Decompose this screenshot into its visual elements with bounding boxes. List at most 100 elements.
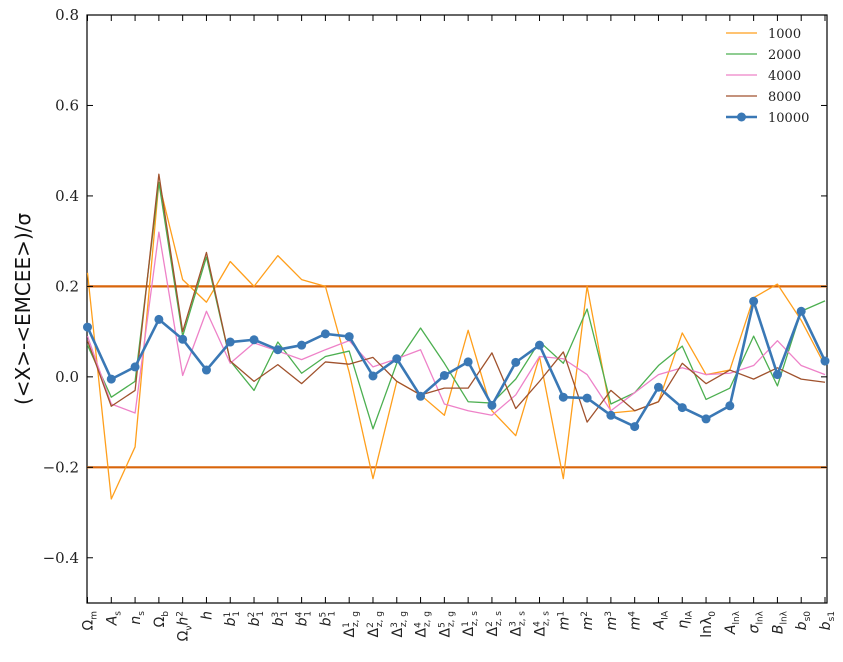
point-10000-11 bbox=[344, 332, 354, 342]
series-line-8000 bbox=[86, 173, 826, 423]
ytick-label-4: 0.4 bbox=[55, 187, 79, 205]
point-10000-21 bbox=[582, 393, 592, 403]
xtick-label-4: Ωνh2 bbox=[176, 611, 195, 641]
xtick-label-10: b51 bbox=[318, 611, 337, 626]
point-10000-18 bbox=[511, 357, 521, 367]
xtick-label-3: Ωb bbox=[152, 611, 171, 628]
point-10000-16 bbox=[463, 357, 473, 367]
point-10000-12 bbox=[368, 371, 378, 381]
point-10000-28 bbox=[749, 296, 759, 306]
point-10000-6 bbox=[225, 337, 235, 347]
xtick-label-31: bs1 bbox=[818, 611, 837, 630]
legend-marker-10000 bbox=[737, 112, 746, 122]
xtick-label-1: As bbox=[104, 611, 123, 627]
xtick-label-21: m2 bbox=[580, 611, 596, 630]
point-10000-24 bbox=[653, 382, 663, 392]
xtick-label-13: Δ3z, g bbox=[390, 611, 409, 637]
point-10000-29 bbox=[772, 370, 782, 380]
xtick-label-27: Alnλ bbox=[723, 610, 742, 635]
xtick-label-14: Δ4z, g bbox=[414, 611, 433, 637]
point-10000-0 bbox=[83, 322, 92, 332]
series-line-2000 bbox=[86, 181, 826, 430]
series-1000 bbox=[86, 181, 826, 500]
point-10000-13 bbox=[392, 354, 402, 364]
ytick-label-1: −0.2 bbox=[43, 458, 79, 476]
xtick-label-6: b11 bbox=[223, 611, 242, 626]
point-10000-14 bbox=[416, 391, 426, 401]
legend-label-2000: 2000 bbox=[768, 48, 801, 63]
xtick-label-23: m4 bbox=[628, 611, 644, 631]
xtick-label-18: Δ3z, s bbox=[509, 611, 528, 637]
legend-label-8000: 8000 bbox=[768, 90, 801, 105]
legend-item-2000: 2000 bbox=[726, 48, 801, 63]
legend-label-1000: 1000 bbox=[768, 27, 801, 42]
point-10000-19 bbox=[535, 340, 545, 350]
series-4000 bbox=[86, 231, 826, 416]
y-axis-label: (<X>-<EMCEE>)/σ bbox=[11, 213, 35, 405]
xtick-label-12: Δ2z, g bbox=[366, 611, 385, 637]
xtick-label-28: σlnλ bbox=[747, 610, 766, 633]
point-10000-20 bbox=[558, 392, 568, 402]
point-10000-30 bbox=[796, 306, 806, 316]
legend-item-8000: 8000 bbox=[726, 90, 801, 105]
point-10000-3 bbox=[154, 314, 164, 324]
series-2000 bbox=[86, 181, 826, 430]
xtick-label-25: ηIA bbox=[675, 610, 694, 629]
xtick-label-7: b21 bbox=[247, 611, 266, 626]
point-10000-9 bbox=[297, 340, 307, 350]
ytick-label-6: 0.8 bbox=[55, 6, 79, 24]
xtick-label-17: Δ2z, s bbox=[485, 611, 504, 637]
legend-item-4000: 4000 bbox=[726, 69, 801, 84]
point-10000-1 bbox=[106, 374, 116, 384]
point-10000-25 bbox=[677, 403, 687, 413]
legend-label-4000: 4000 bbox=[768, 69, 801, 84]
point-10000-10 bbox=[320, 329, 330, 339]
point-10000-5 bbox=[201, 365, 211, 375]
ytick-label-5: 0.6 bbox=[55, 96, 79, 114]
point-10000-22 bbox=[606, 410, 616, 420]
point-10000-15 bbox=[439, 370, 449, 380]
legend-item-10000: 10000 bbox=[726, 111, 809, 126]
xtick-label-24: AIA bbox=[651, 610, 670, 630]
ytick-label-3: 0.2 bbox=[55, 277, 79, 295]
xtick-label-29: Blnλ bbox=[770, 610, 789, 634]
xtick-label-2: ns bbox=[128, 611, 147, 625]
xtick-label-30: bs0 bbox=[794, 611, 813, 631]
point-10000-23 bbox=[630, 422, 640, 432]
ytick-label-2: 0.0 bbox=[55, 368, 79, 386]
xtick-label-15: Δ5z, g bbox=[437, 611, 456, 637]
point-10000-26 bbox=[701, 414, 711, 424]
xtick-label-20: m1 bbox=[556, 611, 572, 630]
gridless-plot-area bbox=[86, 14, 828, 604]
point-10000-4 bbox=[178, 334, 188, 344]
threshold-lines bbox=[87, 285, 827, 469]
xtick-label-26: lnλ0 bbox=[699, 611, 718, 638]
point-10000-2 bbox=[130, 362, 140, 372]
xtick-label-8: b31 bbox=[271, 611, 290, 626]
xtick-label-9: b41 bbox=[295, 611, 314, 626]
legend-item-1000: 1000 bbox=[726, 27, 801, 42]
xtick-label-0: Ωm bbox=[81, 611, 100, 630]
series-layer bbox=[83, 173, 830, 500]
xtick-label-11: Δ1z, g bbox=[342, 611, 361, 637]
xtick-label-22: m3 bbox=[604, 611, 620, 630]
point-10000-31 bbox=[820, 356, 830, 366]
legend-label-10000: 10000 bbox=[768, 111, 809, 126]
xtick-label-19: Δ4z, s bbox=[533, 611, 552, 637]
y-axis: −0.4 −0.2 0.0 0.2 0.4 0.6 0.8 bbox=[43, 6, 827, 567]
plot-frame bbox=[86, 14, 828, 604]
series-line-1000 bbox=[86, 181, 826, 500]
legend: 1000 2000 4000 8000 10000 bbox=[726, 27, 809, 126]
series-line-4000 bbox=[86, 231, 826, 416]
point-10000-7 bbox=[249, 335, 259, 345]
point-10000-8 bbox=[273, 345, 283, 355]
series-10000 bbox=[83, 296, 830, 432]
point-10000-17 bbox=[487, 400, 497, 410]
ytick-label-0: −0.4 bbox=[43, 549, 79, 567]
series-8000 bbox=[86, 173, 826, 423]
xtick-label-5: h bbox=[199, 611, 215, 620]
point-10000-27 bbox=[725, 401, 735, 411]
xtick-label-16: Δ1z, s bbox=[461, 611, 480, 637]
